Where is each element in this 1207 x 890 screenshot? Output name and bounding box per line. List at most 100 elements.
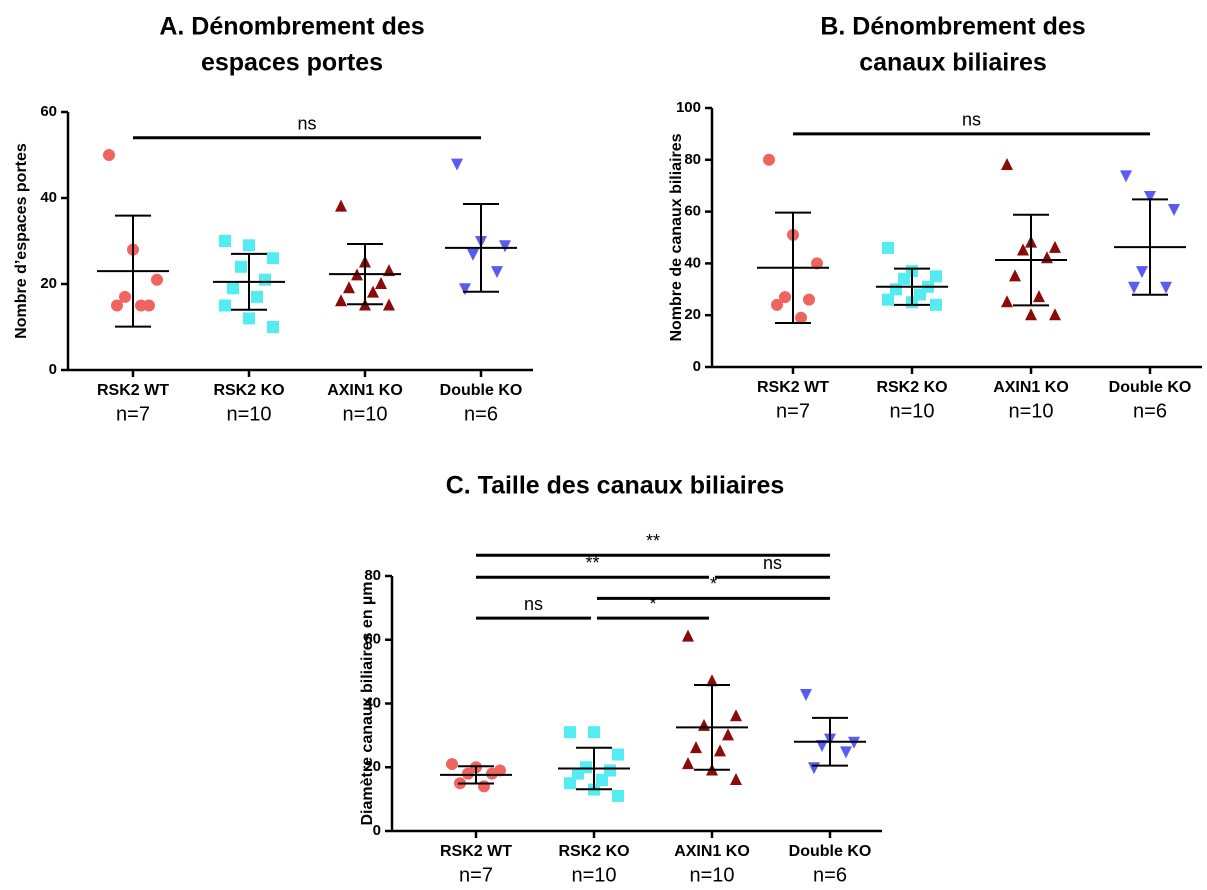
data-point <box>119 290 131 303</box>
data-point <box>1144 191 1156 204</box>
data-point <box>800 688 812 701</box>
n-label: n=10 <box>226 403 271 425</box>
data-point <box>135 299 147 312</box>
y-tick-label: 100 <box>676 99 701 116</box>
significance-label: ns <box>962 110 981 130</box>
data-point <box>1160 281 1172 294</box>
n-label: n=7 <box>776 400 810 422</box>
data-point <box>682 757 694 770</box>
data-point <box>451 158 463 171</box>
n-label: n=6 <box>813 864 847 886</box>
n-label: n=10 <box>689 864 734 886</box>
y-tick-label: 40 <box>364 694 381 711</box>
n-label: n=6 <box>464 403 498 425</box>
data-point <box>811 257 823 270</box>
data-point <box>235 260 247 273</box>
data-point <box>698 718 710 731</box>
data-point <box>1049 308 1061 321</box>
x-tick-label: RSK2 WT <box>440 843 512 860</box>
x-tick-label: AXIN1 KO <box>993 379 1069 396</box>
data-point <box>690 741 702 754</box>
y-axis-label: Nombre de canaux biliaires <box>668 133 685 341</box>
n-label: n=6 <box>1133 400 1167 422</box>
data-point <box>771 298 783 311</box>
data-point <box>1041 251 1053 264</box>
n-label: n=10 <box>571 864 616 886</box>
y-tick-label: 0 <box>373 822 381 839</box>
data-point <box>564 777 576 790</box>
chart-title: canaux biliaires <box>859 49 1047 77</box>
data-point <box>446 758 458 771</box>
significance-label: * <box>649 594 656 614</box>
x-tick-label: RSK2 WT <box>97 382 169 399</box>
data-point <box>467 248 479 261</box>
data-point <box>803 293 816 306</box>
data-point <box>564 726 576 739</box>
y-tick-label: 0 <box>49 361 57 378</box>
significance-label: ns <box>763 553 782 573</box>
data-point <box>1049 240 1061 253</box>
y-tick-label: 20 <box>40 275 57 292</box>
chart-title: A. Dénombrement des <box>159 13 424 41</box>
data-point <box>219 235 231 247</box>
data-point <box>882 293 894 306</box>
chart-title: B. Dénombrement des <box>820 13 1085 41</box>
data-point <box>682 629 694 642</box>
data-point <box>1001 295 1013 308</box>
data-point <box>335 199 347 212</box>
y-tick-label: 60 <box>684 203 701 220</box>
data-point <box>267 321 279 333</box>
data-point <box>1120 170 1132 183</box>
data-point <box>251 290 263 303</box>
significance-label: ns <box>297 114 316 134</box>
data-point <box>840 746 852 759</box>
data-point <box>795 311 807 324</box>
y-tick-label: 60 <box>40 103 57 120</box>
data-point <box>499 240 511 253</box>
y-tick-label: 60 <box>364 631 381 648</box>
n-label: n=7 <box>116 403 150 425</box>
data-point <box>930 270 942 283</box>
data-point <box>1128 281 1140 294</box>
n-label: n=10 <box>1008 400 1053 422</box>
y-tick-label: 40 <box>684 254 701 271</box>
significance-label: ** <box>646 531 660 551</box>
data-point <box>478 780 490 793</box>
n-label: n=7 <box>459 864 493 886</box>
data-point <box>816 739 828 752</box>
data-point <box>1001 157 1013 170</box>
data-point <box>1017 243 1029 256</box>
data-point <box>491 266 503 279</box>
x-tick-label: RSK2 KO <box>876 379 947 396</box>
data-point <box>259 273 271 286</box>
data-point <box>1009 269 1021 282</box>
data-point <box>763 153 775 166</box>
significance-label: ns <box>524 594 543 614</box>
data-point <box>335 294 347 307</box>
data-point <box>612 789 624 802</box>
data-point <box>730 773 742 785</box>
data-point <box>604 764 616 777</box>
x-tick-label: Double KO <box>440 382 523 399</box>
x-tick-label: RSK2 WT <box>757 379 829 396</box>
data-point <box>227 282 239 295</box>
data-point <box>383 264 395 277</box>
x-tick-label: Double KO <box>1109 379 1192 396</box>
significance-label: * <box>710 574 717 594</box>
chart-title: espaces portes <box>201 49 383 77</box>
data-point <box>1025 308 1037 321</box>
n-label: n=10 <box>889 400 934 422</box>
chart-title: C. Taille des canaux biliaires <box>446 472 785 500</box>
data-point <box>706 674 718 687</box>
data-point <box>486 767 498 780</box>
data-point <box>588 726 600 739</box>
y-tick-label: 40 <box>40 189 57 206</box>
data-point <box>267 252 279 265</box>
data-point <box>1136 266 1148 279</box>
data-point <box>612 748 624 761</box>
x-tick-label: AXIN1 KO <box>327 382 403 399</box>
data-point <box>898 272 910 285</box>
data-point <box>882 241 894 254</box>
data-point <box>103 149 115 161</box>
data-point <box>375 277 387 289</box>
